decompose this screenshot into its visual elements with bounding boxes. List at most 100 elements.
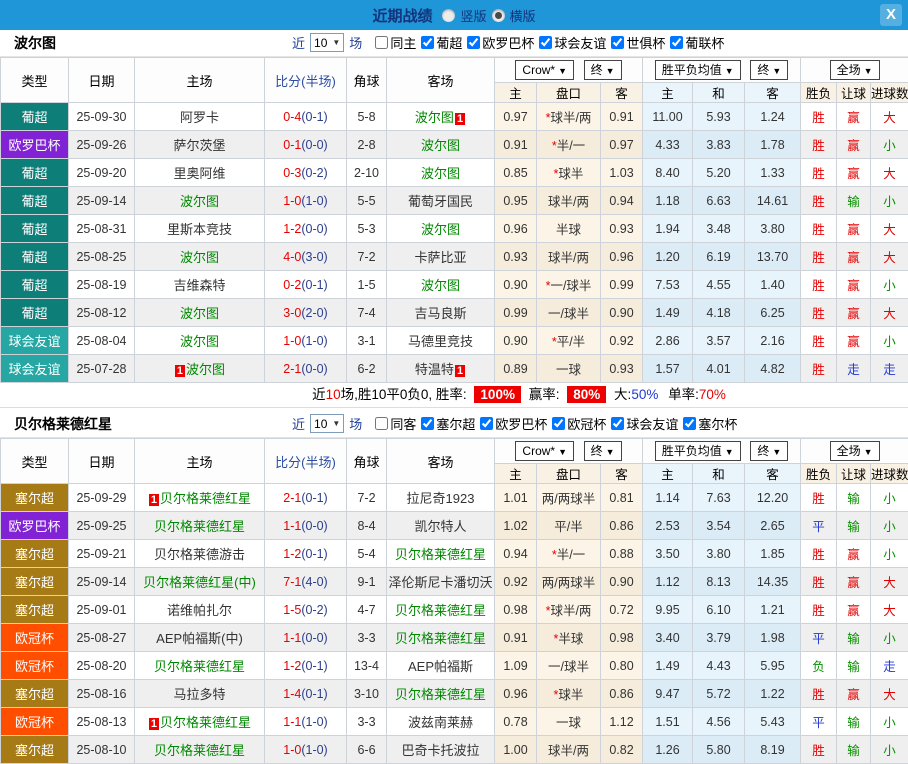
league-checkbox[interactable]: [421, 36, 434, 49]
corner-score: 7-2: [347, 484, 387, 512]
radio-label[interactable]: 竖版: [460, 6, 486, 25]
home-team[interactable]: 贝尔格莱德游击: [135, 540, 265, 568]
league-filter-葡超[interactable]: 葡超: [416, 33, 462, 52]
avg-final-dropdown[interactable]: 终▼: [750, 441, 788, 461]
away-team[interactable]: 波尔图: [387, 271, 495, 299]
odds-company-dropdown[interactable]: Crow*▼: [515, 441, 574, 461]
avg-dropdown[interactable]: 胜平负均值▼: [655, 441, 741, 461]
corner-score: 8-4: [347, 512, 387, 540]
same-venue-checkbox[interactable]: [375, 36, 388, 49]
away-team[interactable]: 马德里竞技: [387, 327, 495, 355]
result-group-header: 全场▼: [801, 439, 908, 464]
league-checkbox[interactable]: [611, 36, 624, 49]
handicap: 一/球半: [537, 299, 601, 327]
games-count-select[interactable]: 10 ▼: [310, 33, 344, 52]
fulltime-dropdown[interactable]: 全场▼: [830, 60, 880, 80]
league-filter-塞尔超[interactable]: 塞尔超: [416, 414, 475, 433]
league-filter-球会友谊[interactable]: 球会友谊: [606, 414, 678, 433]
home-team[interactable]: 波尔图: [135, 299, 265, 327]
result-goals: 小: [871, 540, 908, 568]
away-team[interactable]: 巴奇卡托波拉: [387, 736, 495, 764]
league-filter-欧罗巴杯[interactable]: 欧罗巴杯: [462, 33, 534, 52]
away-team[interactable]: 贝尔格莱德红星: [387, 540, 495, 568]
league-checkbox[interactable]: [480, 417, 493, 430]
odds-away: 0.91: [601, 103, 643, 131]
away-team[interactable]: AEP帕福斯: [387, 652, 495, 680]
league-checkbox[interactable]: [552, 417, 565, 430]
radio-label[interactable]: 横版: [510, 6, 536, 25]
corner-score: 5-5: [347, 187, 387, 215]
avg-away: 12.20: [745, 484, 801, 512]
avg-final-dropdown[interactable]: 终▼: [750, 60, 788, 80]
away-team[interactable]: 拉尼奇1923: [387, 484, 495, 512]
league-checkbox[interactable]: [421, 417, 434, 430]
away-team[interactable]: 葡萄牙国民: [387, 187, 495, 215]
odds-company-dropdown[interactable]: Crow*▼: [515, 60, 574, 80]
big-rate: 50%: [631, 387, 658, 402]
league-filter-欧罗巴杯[interactable]: 欧罗巴杯: [475, 414, 547, 433]
home-team[interactable]: AEP帕福斯(中): [135, 624, 265, 652]
league-badge: 塞尔超: [1, 596, 69, 624]
away-team[interactable]: 波尔图: [387, 159, 495, 187]
away-team[interactable]: 泽伦斯尼卡潘切沃: [387, 568, 495, 596]
odds-away: 0.81: [601, 484, 643, 512]
home-team[interactable]: 贝尔格莱德红星: [135, 652, 265, 680]
league-filter-葡联杯[interactable]: 葡联杯: [665, 33, 724, 52]
odds-home: 0.94: [495, 540, 537, 568]
home-team[interactable]: 里奥阿维: [135, 159, 265, 187]
home-team[interactable]: 波尔图: [135, 243, 265, 271]
radio-vertical-icon[interactable]: [442, 9, 455, 22]
league-filter-球会友谊[interactable]: 球会友谊: [534, 33, 606, 52]
away-team[interactable]: 波尔图: [387, 131, 495, 159]
home-team[interactable]: 萨尔茨堡: [135, 131, 265, 159]
away-team[interactable]: 贝尔格莱德红星: [387, 596, 495, 624]
fulltime-dropdown[interactable]: 全场▼: [830, 441, 880, 461]
away-team[interactable]: 波兹南莱赫: [387, 708, 495, 736]
league-filter-世俱杯[interactable]: 世俱杯: [606, 33, 665, 52]
home-team[interactable]: 诺维帕扎尔: [135, 596, 265, 624]
away-team[interactable]: 贝尔格莱德红星: [387, 680, 495, 708]
odds-final-dropdown[interactable]: 终▼: [584, 441, 622, 461]
league-checkbox[interactable]: [611, 417, 624, 430]
home-team[interactable]: 波尔图: [135, 187, 265, 215]
league-filter-塞尔杯[interactable]: 塞尔杯: [678, 414, 737, 433]
league-checkbox[interactable]: [467, 36, 480, 49]
home-team[interactable]: 波尔图: [135, 327, 265, 355]
away-team[interactable]: 贝尔格莱德红星: [387, 624, 495, 652]
home-team[interactable]: 吉维森特: [135, 271, 265, 299]
league-badge: 欧冠杯: [1, 624, 69, 652]
radio-horizontal-icon[interactable]: [492, 9, 505, 22]
away-team[interactable]: 凯尔特人: [387, 512, 495, 540]
result-wdl: 胜: [801, 215, 837, 243]
home-team[interactable]: 贝尔格莱德红星: [135, 736, 265, 764]
away-team[interactable]: 吉马良斯: [387, 299, 495, 327]
home-team[interactable]: 阿罗卡: [135, 103, 265, 131]
league-checkbox[interactable]: [670, 36, 683, 49]
away-team[interactable]: 波尔图: [387, 215, 495, 243]
avg-dropdown[interactable]: 胜平负均值▼: [655, 60, 741, 80]
home-team[interactable]: 马拉多特: [135, 680, 265, 708]
avg-home: 2.86: [643, 327, 693, 355]
away-team[interactable]: 卡萨比亚: [387, 243, 495, 271]
same-venue-filter[interactable]: 同主: [370, 33, 416, 52]
league-checkbox[interactable]: [683, 417, 696, 430]
odds-final-dropdown[interactable]: 终▼: [584, 60, 622, 80]
league-filter-欧冠杯[interactable]: 欧冠杯: [547, 414, 606, 433]
league-checkbox[interactable]: [539, 36, 552, 49]
same-venue-checkbox[interactable]: [375, 417, 388, 430]
odds-home: 0.98: [495, 596, 537, 624]
avg-home: 1.12: [643, 568, 693, 596]
same-venue-filter[interactable]: 同客: [370, 414, 416, 433]
home-team[interactable]: 贝尔格莱德红星(中): [135, 568, 265, 596]
close-icon[interactable]: X: [880, 4, 902, 26]
games-count-select[interactable]: 10 ▼: [310, 414, 344, 433]
home-team[interactable]: 里斯本竞技: [135, 215, 265, 243]
home-team[interactable]: 贝尔格莱德红星: [135, 512, 265, 540]
